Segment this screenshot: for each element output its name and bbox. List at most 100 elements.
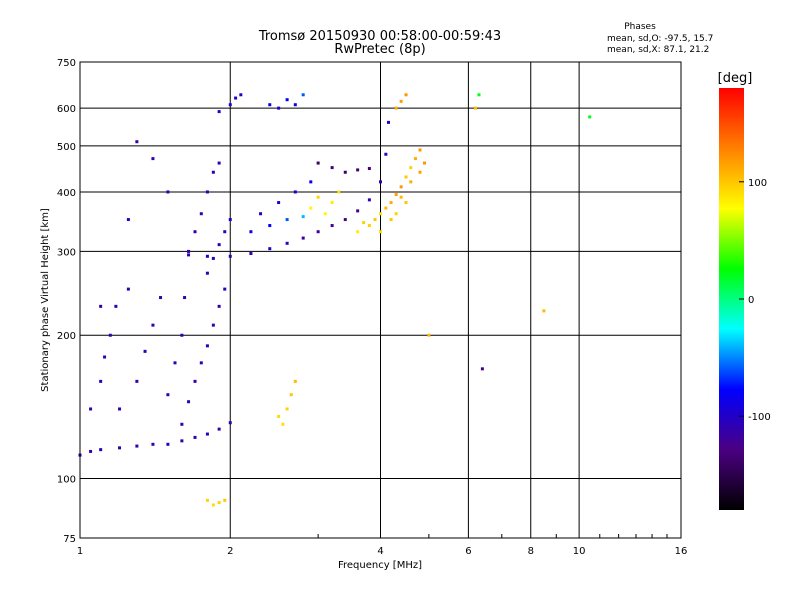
data-point bbox=[389, 218, 393, 222]
data-point bbox=[285, 98, 289, 102]
data-point bbox=[343, 218, 347, 222]
stats-line-o: mean, sd,O: -97.5, 15.7 bbox=[607, 34, 713, 44]
data-point bbox=[187, 400, 191, 404]
data-point bbox=[394, 106, 398, 110]
data-point bbox=[143, 349, 147, 353]
data-point bbox=[367, 224, 371, 228]
data-point bbox=[217, 304, 221, 308]
colorbar-tick-label-1: 0 bbox=[748, 295, 754, 306]
data-point bbox=[99, 304, 103, 308]
data-point bbox=[404, 175, 408, 179]
data-point bbox=[211, 256, 215, 260]
data-point bbox=[301, 236, 305, 240]
y-tick-labels: 75 100 200 300 400 500 600 750 bbox=[57, 58, 76, 545]
x-tick-label-1: 2 bbox=[227, 546, 233, 557]
data-point bbox=[166, 442, 170, 446]
y-tick-label-6: 600 bbox=[57, 104, 76, 115]
data-point bbox=[217, 110, 221, 114]
data-point bbox=[379, 180, 382, 184]
data-point bbox=[384, 152, 388, 156]
data-point bbox=[234, 96, 238, 100]
data-point bbox=[193, 379, 197, 383]
data-point bbox=[249, 251, 253, 255]
data-point bbox=[228, 421, 232, 425]
stats-heading: Phases bbox=[624, 22, 656, 32]
data-point bbox=[199, 361, 203, 365]
data-point bbox=[217, 243, 221, 247]
x-tick-label-3: 6 bbox=[465, 546, 471, 557]
data-point bbox=[379, 212, 382, 216]
data-point bbox=[268, 103, 272, 107]
data-point bbox=[409, 166, 413, 170]
colorbar-label: [deg] bbox=[718, 71, 753, 86]
data-point bbox=[187, 249, 191, 253]
data-point bbox=[301, 215, 305, 219]
data-point bbox=[166, 393, 170, 397]
data-point bbox=[151, 323, 155, 327]
data-point bbox=[588, 115, 592, 119]
data-point bbox=[249, 230, 253, 234]
data-point bbox=[285, 241, 289, 245]
data-point bbox=[180, 333, 184, 337]
x-tick-label-5: 10 bbox=[573, 546, 586, 557]
data-point bbox=[542, 309, 546, 313]
x-axis-label: Frequency [MHz] bbox=[338, 560, 422, 571]
data-point bbox=[114, 304, 118, 308]
data-point bbox=[180, 439, 184, 443]
data-point bbox=[316, 161, 320, 165]
y-tick-label-3: 300 bbox=[57, 247, 76, 258]
data-point bbox=[180, 422, 184, 426]
data-point bbox=[427, 333, 431, 337]
data-point bbox=[211, 170, 215, 174]
data-point bbox=[135, 444, 139, 448]
data-point bbox=[277, 414, 281, 418]
data-point bbox=[223, 498, 227, 502]
data-point bbox=[409, 180, 413, 184]
data-point bbox=[281, 422, 285, 426]
data-point bbox=[285, 407, 289, 411]
data-point bbox=[399, 185, 403, 189]
x-tick-label-4: 8 bbox=[528, 546, 534, 557]
data-points bbox=[78, 93, 592, 507]
data-point bbox=[108, 333, 112, 337]
data-point bbox=[384, 206, 388, 210]
x-tick-label-2: 4 bbox=[377, 546, 383, 557]
data-point bbox=[211, 323, 215, 327]
y-axis-label: Stationary phase Virtual Height [km] bbox=[40, 208, 51, 392]
data-point bbox=[183, 296, 187, 300]
y-tick-label-4: 400 bbox=[57, 188, 76, 199]
data-point bbox=[118, 407, 122, 411]
data-point bbox=[413, 157, 417, 161]
data-point bbox=[228, 218, 232, 222]
data-point bbox=[379, 230, 382, 234]
y-tick-label-0: 75 bbox=[63, 534, 76, 545]
data-point bbox=[268, 247, 272, 251]
data-point bbox=[173, 361, 177, 365]
data-point bbox=[356, 168, 360, 172]
data-point bbox=[118, 446, 122, 450]
data-point bbox=[151, 442, 155, 446]
data-point bbox=[211, 503, 215, 507]
data-point bbox=[362, 221, 366, 225]
data-point bbox=[480, 367, 484, 371]
data-point bbox=[293, 190, 297, 194]
y-tick-label-1: 100 bbox=[57, 475, 76, 486]
data-point bbox=[337, 190, 341, 194]
plot-frame bbox=[79, 61, 682, 539]
data-point bbox=[135, 140, 139, 144]
data-point bbox=[89, 449, 93, 453]
data-point bbox=[205, 498, 209, 502]
y-tick-label-5: 500 bbox=[57, 142, 76, 153]
data-point bbox=[301, 93, 305, 97]
data-point bbox=[205, 254, 209, 258]
data-point bbox=[217, 427, 221, 431]
data-point bbox=[394, 212, 398, 216]
data-point bbox=[199, 212, 203, 216]
data-point bbox=[473, 106, 477, 110]
colorbar-tick-label-0: 100 bbox=[748, 178, 767, 189]
data-point bbox=[277, 106, 281, 110]
data-point bbox=[239, 93, 243, 97]
data-point bbox=[356, 209, 360, 213]
stats-line-x: mean, sd,X: 87.1, 21.2 bbox=[607, 45, 709, 55]
